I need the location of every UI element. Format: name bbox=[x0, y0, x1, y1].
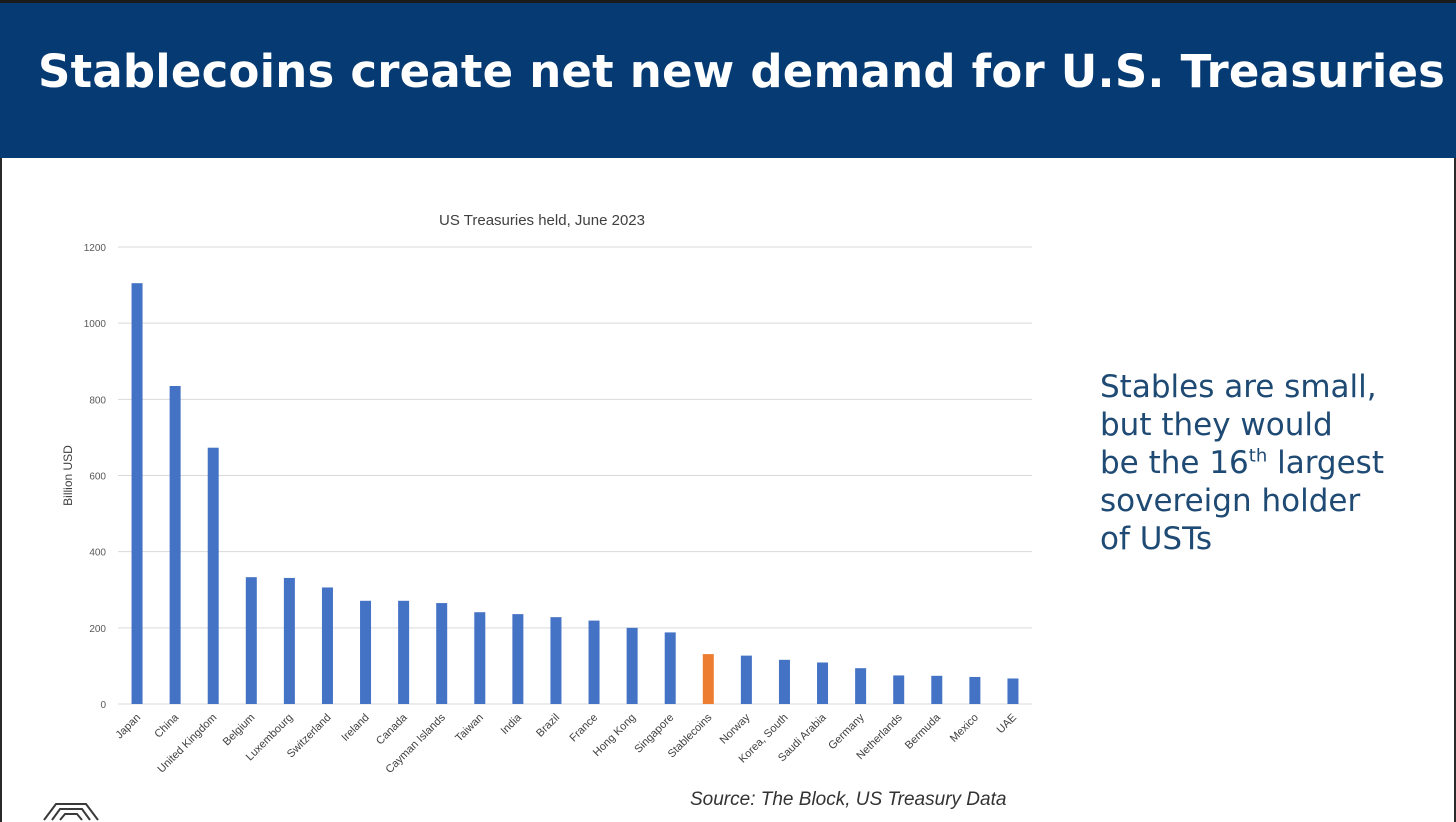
bar-france bbox=[588, 620, 600, 704]
y-tick-label: 1000 bbox=[84, 319, 107, 330]
callout-line-3-post: largest bbox=[1267, 445, 1384, 481]
x-tick-label: India bbox=[499, 711, 525, 737]
x-tick-label: UAE bbox=[995, 712, 1019, 736]
bar-stablecoins bbox=[702, 654, 714, 704]
y-tick-label: 1200 bbox=[84, 243, 107, 254]
bar-singapore bbox=[664, 632, 676, 704]
callout-line-3: be the 16th largest bbox=[1100, 444, 1430, 482]
treasuries-bar-chart: US Treasuries held, June 2023 0 200 400 600 8… bbox=[61, 212, 1032, 776]
x-tick-label: Mexico bbox=[948, 712, 981, 745]
company-logo-icon bbox=[43, 803, 99, 821]
x-tick-label: Bermuda bbox=[903, 711, 944, 752]
x-tick-label: Japan bbox=[113, 712, 143, 742]
y-tick-label: 600 bbox=[89, 472, 106, 483]
bar-uae bbox=[1007, 678, 1019, 704]
y-axis-label: Billion USD bbox=[61, 445, 75, 506]
x-tick-label: Ireland bbox=[339, 712, 371, 744]
bar-china bbox=[169, 386, 181, 704]
bar-netherlands bbox=[893, 675, 905, 704]
callout-text: Stables are small, but they would be the… bbox=[1100, 368, 1430, 558]
bar-canada bbox=[398, 600, 410, 704]
x-tick-label: France bbox=[567, 712, 600, 745]
bar-united-kingdom bbox=[207, 447, 219, 704]
bar-hong-kong bbox=[626, 627, 638, 704]
bar-norway bbox=[740, 655, 752, 704]
x-tick-label: China bbox=[152, 711, 181, 740]
bar-cayman-islands bbox=[436, 603, 448, 704]
x-tick-label: Norway bbox=[718, 711, 753, 746]
source-note: Source: The Block, US Treasury Data bbox=[690, 789, 1007, 810]
bar-luxembourg bbox=[283, 577, 295, 704]
callout-line-2: but they would bbox=[1100, 407, 1333, 443]
bar-germany bbox=[855, 668, 867, 704]
bar-ireland bbox=[360, 600, 372, 704]
y-tick-label: 0 bbox=[100, 700, 106, 711]
bar-switzerland bbox=[321, 587, 333, 704]
callout-line-4: sovereign holder bbox=[1100, 483, 1361, 519]
bar-india bbox=[512, 614, 524, 704]
chart-title: US Treasuries held, June 2023 bbox=[439, 212, 645, 229]
y-tick-label: 800 bbox=[89, 395, 106, 406]
bar-mexico bbox=[969, 676, 981, 704]
callout-line-3-pre: be the 16 bbox=[1100, 445, 1249, 481]
slide-title: Stablecoins create net new demand for U.… bbox=[38, 45, 1446, 98]
y-tick-label: 200 bbox=[89, 624, 106, 635]
x-tick-label: Belgium bbox=[221, 712, 258, 749]
callout-line-5: of USTs bbox=[1100, 521, 1213, 557]
bar-korea-south bbox=[778, 659, 790, 704]
bar-belgium bbox=[245, 577, 257, 704]
callout-line-1: Stables are small, bbox=[1100, 369, 1377, 405]
bar-bermuda bbox=[931, 675, 943, 704]
x-tick-label: Taiwan bbox=[453, 712, 486, 745]
bar-brazil bbox=[550, 617, 562, 704]
x-tick-label: Canada bbox=[374, 711, 410, 747]
callout-ordinal-suffix: th bbox=[1248, 445, 1268, 467]
x-tick-label: Brazil bbox=[534, 712, 562, 740]
y-tick-label: 400 bbox=[89, 548, 106, 559]
bar-taiwan bbox=[474, 612, 486, 704]
bar-japan bbox=[131, 283, 143, 704]
bar-saudi-arabia bbox=[817, 662, 829, 704]
title-banner: Stablecoins create net new demand for U.… bbox=[0, 0, 1456, 158]
